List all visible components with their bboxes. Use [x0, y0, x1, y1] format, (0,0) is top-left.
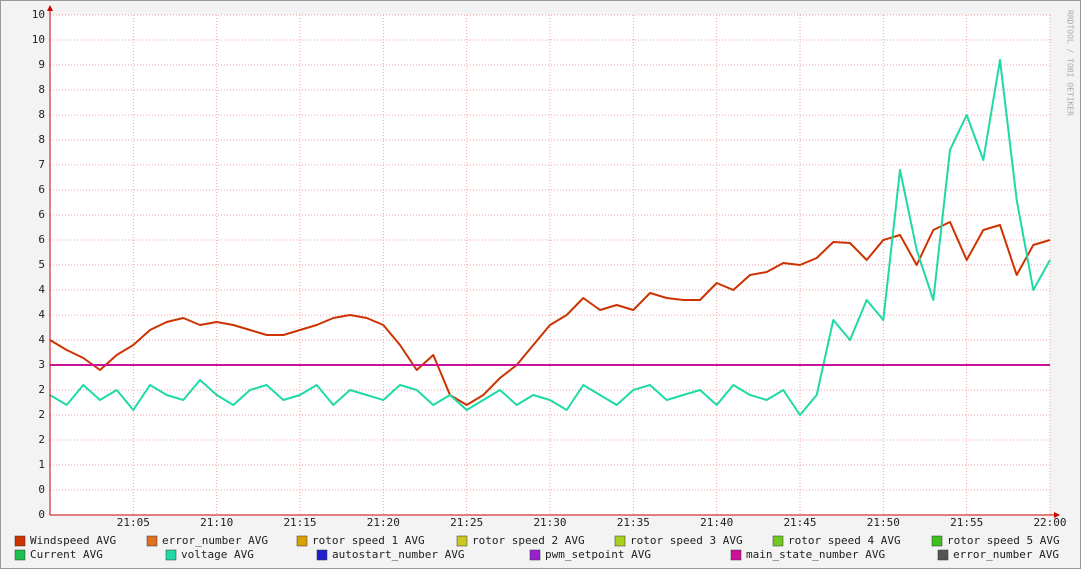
y-axis-arrow	[47, 5, 53, 11]
legend-label: Windspeed AVG	[30, 534, 116, 547]
y-tick-label: 5	[38, 258, 45, 271]
y-tick-label: 4	[38, 333, 45, 346]
legend-label: rotor speed 4 AVG	[788, 534, 901, 547]
y-tick-label: 0	[38, 483, 45, 496]
legend-swatch	[730, 549, 742, 561]
legend-swatch	[14, 535, 26, 547]
x-axis-arrow	[1054, 512, 1060, 518]
legend-label: error_number AVG	[162, 534, 268, 547]
x-tick-label: 21:50	[867, 516, 900, 529]
y-tick-label: 7	[38, 158, 45, 171]
y-tick-label: 6	[38, 208, 45, 221]
legend-swatch	[14, 549, 26, 561]
y-tick-label: 10	[32, 33, 45, 46]
y-tick-label: 6	[38, 183, 45, 196]
legend-label: error_number AVG	[953, 548, 1059, 561]
y-tick-label: 4	[38, 283, 45, 296]
x-tick-label: 21:45	[783, 516, 816, 529]
legend-label: voltage AVG	[181, 548, 254, 561]
legend-label: rotor speed 2 AVG	[472, 534, 585, 547]
y-tick-label: 0	[38, 508, 45, 521]
x-tick-label: 21:25	[450, 516, 483, 529]
y-tick-label: 2	[38, 383, 45, 396]
legend-swatch	[165, 549, 177, 561]
legend-swatch	[296, 535, 308, 547]
legend-label: rotor speed 5 AVG	[947, 534, 1060, 547]
watermark: RRDTOOL / TOBI OETIKER	[1066, 10, 1075, 116]
y-tick-label: 2	[38, 433, 45, 446]
y-tick-label: 10	[32, 8, 45, 21]
legend-label: main_state_number AVG	[746, 548, 885, 561]
legend-swatch	[937, 549, 949, 561]
y-tick-label: 8	[38, 133, 45, 146]
legend-swatch	[316, 549, 328, 561]
legend-swatch	[146, 535, 158, 547]
x-tick-label: 21:10	[200, 516, 233, 529]
y-tick-label: 8	[38, 108, 45, 121]
x-tick-label: 21:15	[283, 516, 316, 529]
y-tick-label: 6	[38, 233, 45, 246]
series-line	[49, 221, 1051, 406]
x-tick-label: 21:35	[617, 516, 650, 529]
legend-label: autostart_number AVG	[332, 548, 464, 561]
legend-swatch	[772, 535, 784, 547]
legend-swatch	[529, 549, 541, 561]
series-line	[49, 59, 1051, 416]
x-tick-label: 21:20	[367, 516, 400, 529]
legend-label: rotor speed 3 AVG	[630, 534, 743, 547]
y-tick-label: 3	[38, 358, 45, 371]
y-tick-label: 1	[38, 458, 45, 471]
x-tick-label: 21:05	[117, 516, 150, 529]
x-tick-label: 21:40	[700, 516, 733, 529]
legend-swatch	[456, 535, 468, 547]
legend-swatch	[931, 535, 943, 547]
y-tick-label: 9	[38, 58, 45, 71]
x-tick-label: 22:00	[1033, 516, 1066, 529]
legend-swatch	[614, 535, 626, 547]
x-tick-label: 21:55	[950, 516, 983, 529]
legend-label: pwm_setpoint AVG	[545, 548, 651, 561]
x-tick-label: 21:30	[533, 516, 566, 529]
legend-label: rotor speed 1 AVG	[312, 534, 425, 547]
y-tick-label: 2	[38, 408, 45, 421]
legend-label: Current AVG	[30, 548, 103, 561]
y-tick-label: 4	[38, 308, 45, 321]
y-tick-label: 8	[38, 83, 45, 96]
